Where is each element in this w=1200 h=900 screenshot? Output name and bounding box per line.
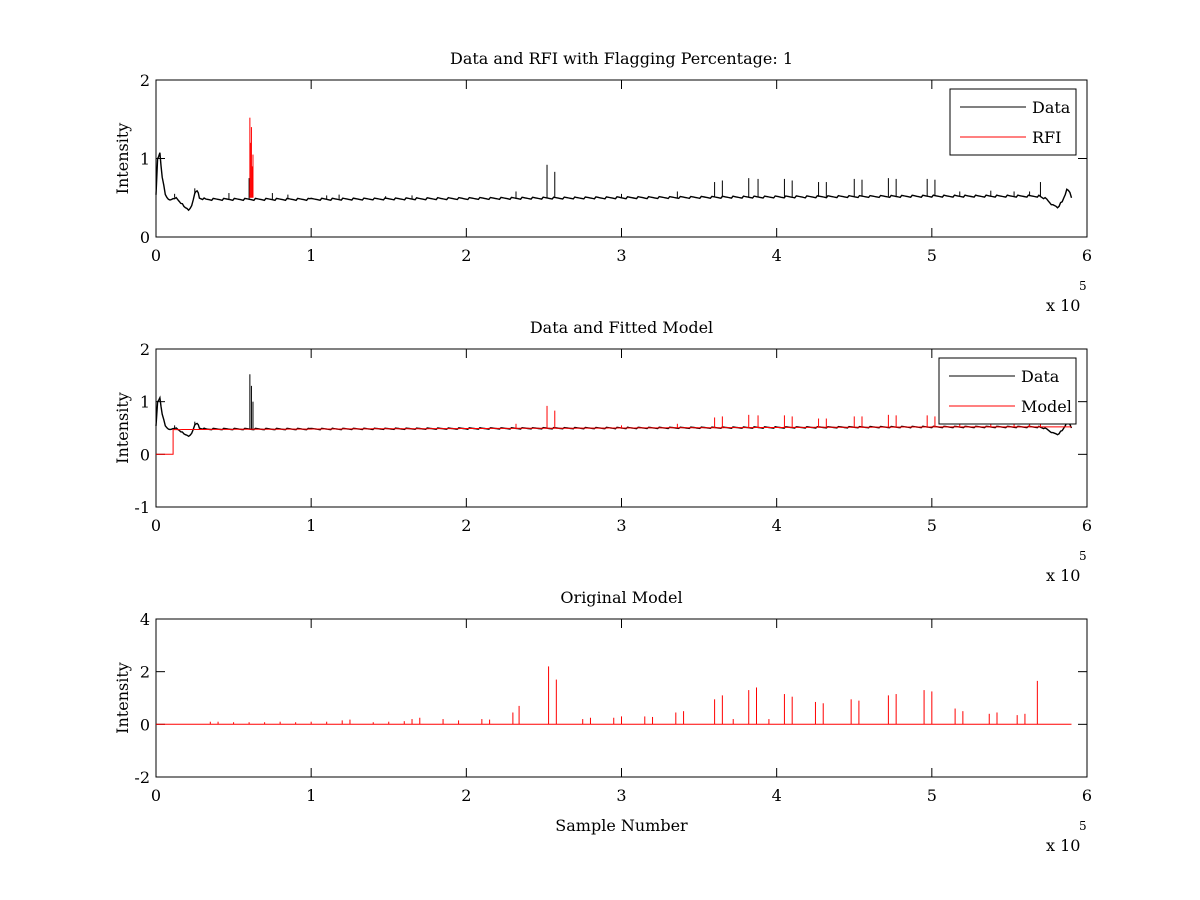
x-tick-label: 4 [772, 786, 782, 805]
x-multiplier-exponent: 5 [1079, 819, 1087, 833]
axes-box [155, 618, 1088, 778]
x-tick-label: 3 [616, 246, 626, 265]
axes-box [155, 79, 1088, 238]
legend-label: Model [1021, 397, 1072, 416]
series-baseline-line [156, 426, 1072, 455]
x-tick-label: 5 [927, 786, 937, 805]
y-tick-label: 0 [140, 228, 150, 247]
y-tick-label: 2 [140, 71, 150, 90]
x-tick-label: 1 [306, 246, 316, 265]
legend: Data RFI [949, 88, 1077, 156]
x-tick-label: 1 [306, 516, 316, 535]
y-axis-label: Intensity [113, 123, 132, 195]
series-rfi [249, 117, 254, 198]
x-multiplier: x 10 [1046, 296, 1080, 315]
legend-box [949, 88, 1077, 156]
x-multiplier: x 10 [1046, 836, 1080, 855]
x-tick-label: 5 [927, 516, 937, 535]
x-tick-label: 2 [461, 786, 471, 805]
x-tick-label: 5 [927, 246, 937, 265]
chart-title: Original Model [560, 588, 682, 607]
x-tick-label: 6 [1082, 246, 1092, 265]
legend-label: Data [1021, 367, 1060, 386]
y-tick-label: 1 [140, 150, 150, 169]
y-tick-label: 2 [140, 340, 150, 359]
chart-title: Data and Fitted Model [530, 318, 713, 337]
y-axis-label: Intensity [113, 392, 132, 464]
x-axis-label: Sample Number [555, 816, 688, 835]
y-tick-label: -1 [134, 498, 150, 517]
x-tick-label: 1 [306, 786, 316, 805]
series-model [156, 666, 1072, 725]
y-tick-label: 4 [140, 610, 150, 629]
y-tick-label: 0 [140, 715, 150, 734]
chart-title: Data and RFI with Flagging Percentage: 1 [450, 49, 793, 68]
x-tick-label: 0 [151, 786, 161, 805]
x-multiplier-exponent: 5 [1079, 549, 1087, 563]
y-tick-label: 0 [140, 445, 150, 464]
x-tick-label: 0 [151, 246, 161, 265]
x-tick-label: 3 [616, 516, 626, 535]
x-tick-label: 0 [151, 516, 161, 535]
legend-box [938, 357, 1077, 425]
y-axis-label: Intensity [113, 662, 132, 734]
series-data [155, 152, 1073, 212]
x-tick-label: 2 [461, 246, 471, 265]
legend: Data Model [938, 357, 1077, 425]
y-tick-label: 1 [140, 393, 150, 412]
legend-label: RFI [1032, 128, 1061, 147]
series-baseline-line [155, 152, 1073, 212]
legend-label: Data [1032, 98, 1071, 117]
x-tick-label: 6 [1082, 516, 1092, 535]
x-tick-label: 6 [1082, 786, 1092, 805]
x-multiplier: x 10 [1046, 566, 1080, 585]
x-tick-label: 4 [772, 246, 782, 265]
x-tick-label: 4 [772, 516, 782, 535]
y-tick-label: 2 [140, 663, 150, 682]
x-tick-label: 3 [616, 786, 626, 805]
x-tick-label: 2 [461, 516, 471, 535]
x-multiplier-exponent: 5 [1079, 279, 1087, 293]
y-tick-label: -2 [134, 768, 150, 787]
chart-panel-1: Data and RFI with Flagging Percentage: 1… [113, 49, 1092, 315]
